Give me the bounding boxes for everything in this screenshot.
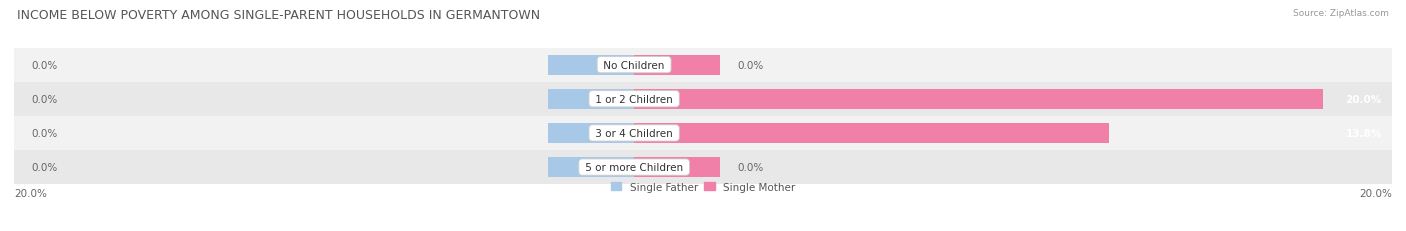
Bar	[14, 82, 1392, 116]
Bar	[634, 55, 720, 75]
Text: 20.0%: 20.0%	[1346, 94, 1382, 104]
Text: 13.8%: 13.8%	[1346, 128, 1382, 138]
Text: 5 or more Children: 5 or more Children	[582, 162, 686, 172]
Bar	[548, 89, 634, 109]
Bar	[548, 158, 634, 177]
Text: 0.0%: 0.0%	[31, 162, 58, 172]
Text: 3 or 4 Children: 3 or 4 Children	[592, 128, 676, 138]
Bar	[548, 124, 634, 143]
Text: 1 or 2 Children: 1 or 2 Children	[592, 94, 676, 104]
Text: 0.0%: 0.0%	[738, 162, 763, 172]
Legend: Single Father, Single Mother: Single Father, Single Mother	[607, 178, 799, 196]
Bar	[548, 55, 634, 75]
Bar	[14, 48, 1392, 82]
Bar	[634, 158, 720, 177]
Bar	[14, 150, 1392, 184]
Text: Source: ZipAtlas.com: Source: ZipAtlas.com	[1294, 9, 1389, 18]
Text: No Children: No Children	[600, 60, 668, 70]
Text: INCOME BELOW POVERTY AMONG SINGLE-PARENT HOUSEHOLDS IN GERMANTOWN: INCOME BELOW POVERTY AMONG SINGLE-PARENT…	[17, 9, 540, 22]
Bar	[634, 89, 1323, 109]
Bar	[634, 124, 1109, 143]
Text: 0.0%: 0.0%	[31, 128, 58, 138]
Text: 0.0%: 0.0%	[31, 60, 58, 70]
Text: 20.0%: 20.0%	[1360, 188, 1392, 198]
Text: 0.0%: 0.0%	[31, 94, 58, 104]
Bar	[14, 116, 1392, 150]
Text: 20.0%: 20.0%	[14, 188, 46, 198]
Text: 0.0%: 0.0%	[738, 60, 763, 70]
